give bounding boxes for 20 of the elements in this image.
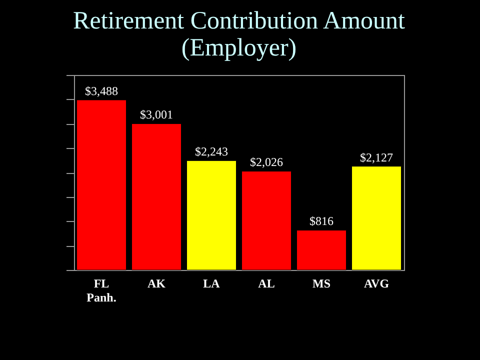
x-tick-label: AK [148, 276, 166, 290]
x-tick-label: LA [203, 276, 220, 290]
bar [296, 230, 346, 270]
data-label: $3,001 [140, 108, 173, 122]
bar [352, 166, 402, 270]
bar [132, 123, 182, 270]
x-tick-label: FL Panh. [86, 276, 116, 304]
data-label: $816 [310, 214, 334, 228]
bar [76, 100, 126, 270]
data-label: $3,488 [85, 84, 118, 98]
text: Retirement Contribution Amount [73, 8, 405, 34]
x-tick-label: AVG [364, 276, 390, 290]
bar [242, 170, 292, 270]
bar [186, 160, 236, 270]
text: (Employer) [181, 34, 297, 62]
data-label: $2,243 [195, 144, 228, 159]
data-label: $2,127 [360, 150, 393, 164]
x-tick-label: AL [258, 276, 275, 290]
x-tick-label: MS [312, 276, 331, 290]
data-label: $2,026 [250, 155, 283, 170]
